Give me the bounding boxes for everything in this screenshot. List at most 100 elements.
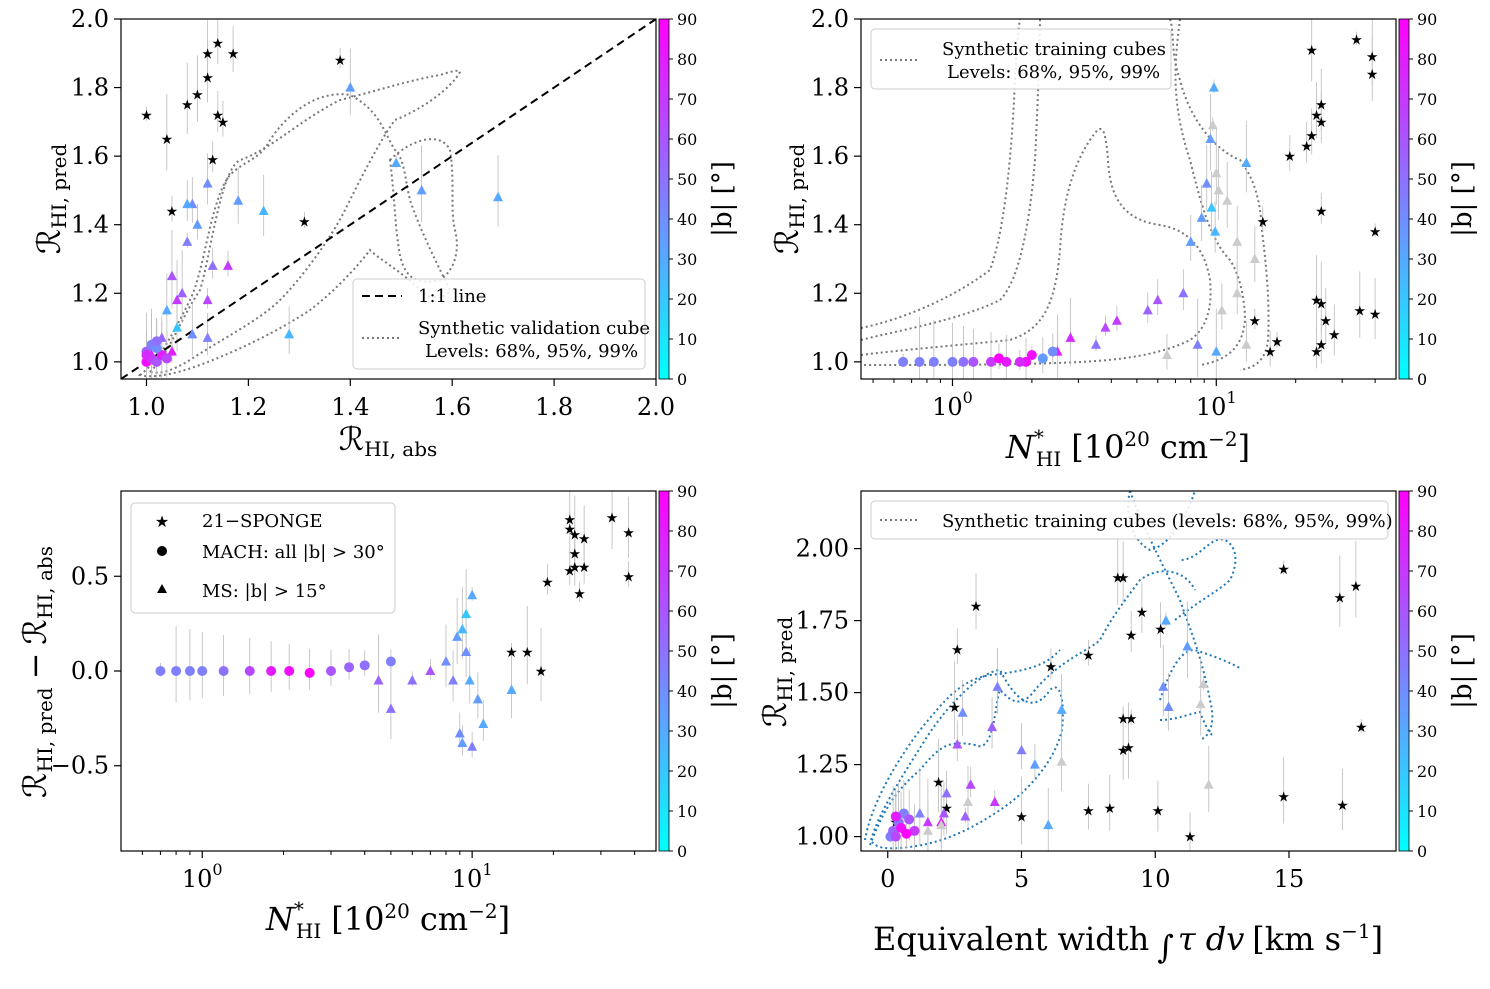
data-point-star: ★ (1271, 334, 1284, 350)
y-tick-label: 1.0 (811, 348, 849, 376)
data-point-star: ★ (206, 153, 219, 169)
data-point-triangle (461, 646, 472, 657)
data-point-triangle (1185, 236, 1196, 246)
colorbar-tick-label: 20 (1417, 290, 1437, 309)
data-point-triangle (963, 796, 973, 807)
axes-frame (860, 490, 1397, 852)
colorbar-tick-label: 60 (1417, 602, 1437, 621)
legend-box (352, 278, 646, 370)
data-point-star: ★ (970, 599, 983, 615)
data-point-star: ★ (1350, 33, 1363, 49)
data-point-circle (284, 666, 295, 676)
x-axis-label: Equivalent width ∫ τ dv [km s−1] (873, 919, 1383, 966)
data-point-star: ★ (541, 575, 554, 591)
legend-entry-training: Synthetic training cubes (levels: 68%, 9… (942, 511, 1393, 532)
data-point-star: ★ (1256, 214, 1269, 230)
colorbar-tick-label: 60 (1417, 130, 1437, 149)
colorbar-label: |b| [°] (708, 633, 738, 709)
data-point-circle (928, 356, 939, 367)
legend-circle-icon (157, 546, 167, 556)
data-point-star: ★ (505, 645, 518, 661)
x-tick-label: 101 (1196, 388, 1237, 421)
colorbar-tick-label: 60 (677, 602, 697, 621)
colorbar-tick-label: 50 (1417, 170, 1437, 189)
data-point-star: ★ (191, 87, 204, 103)
scatter-points: ★ ★★★ ★★★★★★★ ★★★ ★★ (155, 511, 635, 751)
data-point-triangle (440, 656, 451, 666)
colorbar-tick-label: 20 (677, 290, 697, 309)
colorbar-tick-label: 90 (1417, 482, 1437, 501)
colorbar-tick-label: 30 (677, 722, 697, 741)
data-point-star: ★ (563, 564, 576, 580)
colorbar-tick-label: 70 (677, 90, 697, 109)
data-point-triangle (1160, 615, 1171, 625)
data-point-triangle (1203, 779, 1214, 789)
x-tick-label: 100 (182, 860, 223, 893)
data-point-triangle (992, 681, 1003, 691)
data-point-triangle (1201, 178, 1212, 188)
data-point-triangle (166, 346, 177, 356)
data-point-star: ★ (1136, 605, 1149, 621)
data-point-triangle (202, 178, 213, 188)
legend-entry-1to1: 1:1 line (418, 286, 486, 307)
data-point-star: ★ (212, 108, 225, 124)
y-tick-label: −0.5 (51, 752, 109, 780)
data-point-triangle (1111, 315, 1122, 325)
data-point-star: ★ (1315, 115, 1328, 131)
data-point-star: ★ (1305, 43, 1318, 59)
data-point-triangle (1142, 304, 1153, 315)
data-point-triangle (1206, 202, 1217, 212)
colorbar-tick-label: 20 (677, 762, 697, 781)
panel-top-right: ★★ ★★★★★★★★★★★★★★★ ★ ★★★★★★ 100 1011.01.21.4… (768, 5, 1478, 471)
data-point-star: ★ (227, 46, 240, 62)
data-point-star: ★ (1315, 204, 1328, 220)
data-point-triangle (345, 82, 356, 92)
colorbar-gradient (1398, 490, 1410, 852)
data-point-star: ★ (1082, 648, 1095, 664)
y-tick-label: 1.2 (71, 279, 109, 307)
data-point-triangle (1241, 157, 1252, 167)
data-point-star: ★ (334, 53, 347, 69)
data-point-triangle (1205, 133, 1216, 143)
data-point-star: ★ (1328, 327, 1341, 343)
data-point-triangle (941, 787, 952, 798)
data-point-circle (155, 666, 166, 676)
data-point-star: ★ (948, 700, 961, 716)
data-point-triangle (461, 608, 472, 619)
legend: 1:1 line Synthetic validation cube Level… (352, 278, 650, 370)
data-point-star: ★ (1117, 743, 1130, 759)
data-point-circle (151, 343, 162, 354)
x-tick-label: 15 (1274, 865, 1305, 893)
data-point-triangle (1056, 756, 1067, 766)
colorbar: 0 10 20 30 40 50 60 70 80 90 |b| [°] (1398, 482, 1478, 861)
data-point-star: ★ (1277, 562, 1290, 578)
data-point-star: ★ (1310, 293, 1323, 309)
colorbar-tick-label: 60 (677, 130, 697, 149)
data-point-triangle (506, 684, 517, 694)
colorbar-tick-label: 10 (1417, 330, 1437, 349)
data-point-circle (151, 356, 162, 367)
colorbar-tick-label: 70 (1417, 90, 1437, 109)
x-tick-label: 5 (1014, 865, 1029, 893)
data-point-triangle (464, 674, 475, 685)
data-point-circle (904, 814, 915, 825)
data-point-triangle (454, 728, 465, 738)
data-point-star: ★ (140, 108, 153, 124)
data-point-triangle (416, 184, 427, 195)
data-point-circle (958, 356, 969, 367)
legend-box (870, 500, 1389, 540)
data-point-triangle (166, 270, 177, 281)
data-point-star: ★ (563, 512, 576, 528)
data-point-triangle (1161, 349, 1172, 359)
data-point-star: ★ (622, 526, 635, 542)
y-axis-label: ℛHI, pred (30, 144, 71, 255)
colorbar-tick-label: 40 (1417, 210, 1437, 229)
data-point-triangle (258, 205, 269, 215)
legend-entry-levels: Levels: 68%, 95%, 99% (425, 341, 638, 362)
legend: Synthetic training cubes Levels: 68%, 95… (870, 28, 1172, 90)
data-point-triangle (425, 665, 436, 675)
data-point-star: ★ (1305, 129, 1318, 145)
data-point-star: ★ (951, 642, 964, 658)
data-point-triangle (472, 693, 483, 704)
